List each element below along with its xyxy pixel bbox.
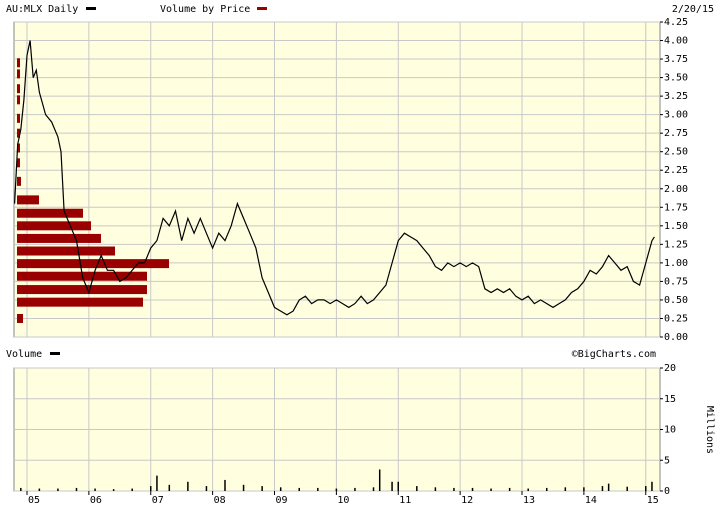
source-label: ©BigCharts.com (572, 349, 656, 360)
volume-by-price-bar (17, 297, 143, 307)
legend-swatch (257, 7, 267, 10)
volume-by-price-bar (17, 195, 39, 205)
x-tick-label: 08 (214, 495, 226, 506)
y-tick-label: 1.75 (664, 202, 688, 213)
y-tick-label: 2.00 (664, 184, 688, 195)
legend-label: AU:MLX Daily (6, 4, 78, 15)
x-tick-label: 12 (461, 495, 473, 506)
legend-swatch (86, 7, 96, 10)
y-tick-label: 0.25 (664, 313, 688, 324)
y-tick-label: 4.00 (664, 36, 688, 47)
y-tick-label: 1.50 (664, 221, 688, 232)
y-tick-label: 20 (664, 363, 676, 374)
volume-by-price-bar (17, 128, 20, 138)
y-tick-label: 2.25 (664, 165, 688, 176)
y-tick-label: 0 (664, 486, 670, 497)
y-tick-label: 2.75 (664, 128, 688, 139)
plot-area (13, 21, 661, 338)
volume-by-price-bar (17, 246, 115, 256)
y-tick-label: 10 (664, 425, 676, 436)
y-tick-label: 1.25 (664, 239, 688, 250)
x-tick-label: 10 (337, 495, 349, 506)
x-tick-label: 11 (399, 495, 411, 506)
x-tick-label: 05 (28, 495, 40, 506)
y-tick-label: 3.75 (664, 54, 688, 65)
price-line (14, 40, 655, 316)
volume-by-price-bar (17, 221, 91, 231)
y-tick-label: 1.00 (664, 258, 688, 269)
y-axis-label: Millions (704, 406, 715, 454)
volume-by-price-bar (17, 176, 21, 186)
volume-by-price-bar (17, 58, 20, 68)
volume-by-price-bar (17, 84, 20, 94)
y-tick-label: 4.25 (664, 17, 688, 28)
volume-by-price-bar (17, 285, 147, 295)
x-tick-label: 14 (585, 495, 597, 506)
date-label: 2/20/15 (672, 4, 714, 15)
volume-by-price-bar (17, 113, 20, 123)
volume-by-price-bar (17, 233, 101, 243)
y-tick-label: 3.00 (664, 110, 688, 121)
legend-label: Volume (6, 349, 42, 360)
y-tick-label: 2.50 (664, 147, 688, 158)
x-tick-label: 07 (152, 495, 164, 506)
y-tick-label: 0.00 (664, 332, 688, 343)
volume-by-price-bar (17, 95, 20, 105)
legend-swatch (50, 352, 60, 355)
y-tick-label: 5 (664, 455, 670, 466)
volume-by-price-bar (17, 313, 23, 323)
volume-by-price-bar (17, 208, 83, 218)
x-tick-label: 15 (647, 495, 659, 506)
x-tick-label: 06 (90, 495, 102, 506)
volume-by-price-bar (17, 69, 20, 79)
volume-by-price-bar (17, 259, 169, 269)
volume-by-price-bar (17, 143, 20, 153)
y-tick-label: 0.50 (664, 295, 688, 306)
x-tick-label: 09 (275, 495, 287, 506)
volume-by-price-bar (17, 158, 20, 168)
y-tick-label: 15 (664, 394, 676, 405)
y-tick-label: 3.50 (664, 73, 688, 84)
y-tick-label: 3.25 (664, 91, 688, 102)
legend-label: Volume by Price (160, 4, 250, 15)
x-tick-label: 13 (523, 495, 535, 506)
y-tick-label: 0.75 (664, 276, 688, 287)
